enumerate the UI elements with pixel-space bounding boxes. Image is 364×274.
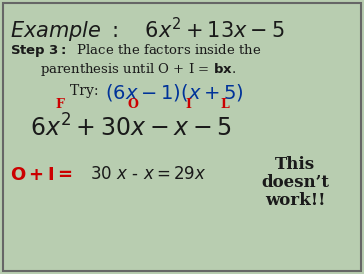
Text: O: O	[127, 98, 138, 111]
Text: $(6x-1)(x+5)$: $(6x-1)(x+5)$	[105, 82, 244, 103]
Text: $\bf{Step\ 3:}$  Place the factors inside the: $\bf{Step\ 3:}$ Place the factors inside…	[10, 42, 261, 59]
Text: L: L	[220, 98, 229, 111]
Text: Try:: Try:	[70, 84, 107, 98]
Text: $\bf{O+I=}$: $\bf{O+I=}$	[10, 166, 73, 184]
Text: $30\ x\ \text{-}\ x = 29x$: $30\ x\ \text{-}\ x = 29x$	[90, 166, 206, 183]
Text: F: F	[55, 98, 64, 111]
Text: work!!: work!!	[265, 192, 325, 209]
Text: $\it{Example}$ $:$   $6x^2+13x-5$: $\it{Example}$ $:$ $6x^2+13x-5$	[10, 16, 285, 45]
Text: This: This	[275, 156, 315, 173]
Text: $6x^2+30x-x-5$: $6x^2+30x-x-5$	[30, 114, 232, 141]
Text: parenthesis until O + I = $\mathbf{bx}$.: parenthesis until O + I = $\mathbf{bx}$.	[40, 61, 236, 78]
Text: doesn’t: doesn’t	[261, 174, 329, 191]
Text: I: I	[185, 98, 191, 111]
